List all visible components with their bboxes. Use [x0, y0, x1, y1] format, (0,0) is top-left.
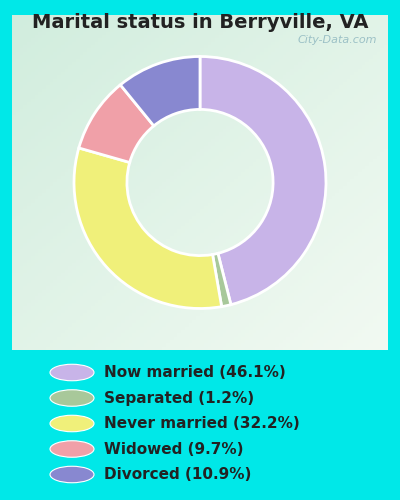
Text: Widowed (9.7%): Widowed (9.7%) [104, 442, 244, 456]
Wedge shape [200, 56, 326, 304]
Text: Now married (46.1%): Now married (46.1%) [104, 365, 286, 380]
Text: City-Data.com: City-Data.com [297, 35, 377, 45]
Circle shape [50, 466, 94, 483]
Circle shape [50, 415, 94, 432]
Circle shape [50, 390, 94, 406]
Circle shape [50, 441, 94, 457]
Wedge shape [212, 254, 231, 306]
Wedge shape [79, 85, 154, 162]
Wedge shape [120, 56, 200, 126]
Text: Marital status in Berryville, VA: Marital status in Berryville, VA [32, 13, 368, 32]
Text: Separated (1.2%): Separated (1.2%) [104, 390, 254, 406]
Text: Divorced (10.9%): Divorced (10.9%) [104, 467, 251, 482]
Circle shape [50, 364, 94, 381]
Text: Never married (32.2%): Never married (32.2%) [104, 416, 300, 431]
Wedge shape [74, 148, 222, 308]
